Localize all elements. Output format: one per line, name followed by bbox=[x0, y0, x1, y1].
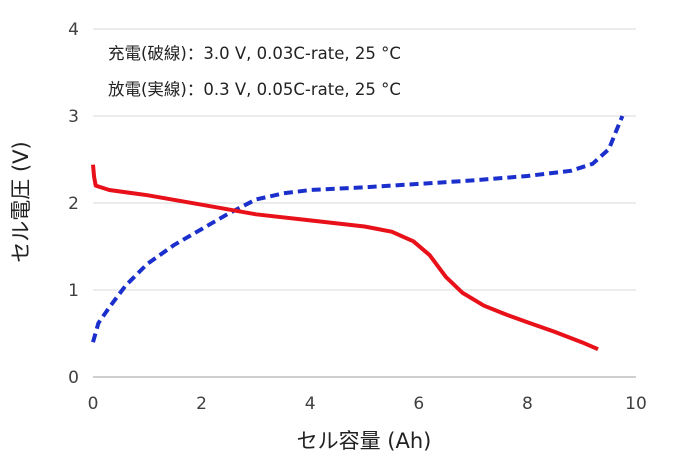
y-tick-label: 0 bbox=[68, 368, 79, 388]
x-tick-label: 10 bbox=[625, 394, 647, 414]
x-tick-label: 4 bbox=[305, 394, 316, 414]
y-tick-label: 2 bbox=[68, 194, 79, 214]
y-tick-label: 1 bbox=[68, 281, 79, 301]
x-tick-label: 8 bbox=[522, 394, 533, 414]
y-axis-title: セル電圧 (V) bbox=[9, 141, 33, 262]
annotation-discharge: 放電(実線)：0.3 V, 0.05C-rate, 25 °C bbox=[108, 80, 401, 99]
x-tick-label: 2 bbox=[196, 394, 207, 414]
series-layer bbox=[91, 115, 625, 352]
y-tick-labels: 0 1 2 3 4 bbox=[68, 20, 79, 388]
discharge-curve bbox=[91, 164, 599, 352]
x-tick-labels: 0 2 4 6 8 10 bbox=[88, 394, 647, 414]
x-axis-title: セル容量 (Ah) bbox=[297, 429, 432, 453]
y-tick-label: 3 bbox=[68, 107, 79, 127]
x-tick-label: 6 bbox=[413, 394, 424, 414]
annotation-charge: 充電(破線)：3.0 V, 0.03C-rate, 25 °C bbox=[108, 44, 401, 63]
gridlines bbox=[93, 28, 636, 291]
charge-curve bbox=[91, 115, 625, 343]
y-tick-label: 4 bbox=[68, 20, 79, 40]
x-tick-label: 0 bbox=[88, 394, 99, 414]
